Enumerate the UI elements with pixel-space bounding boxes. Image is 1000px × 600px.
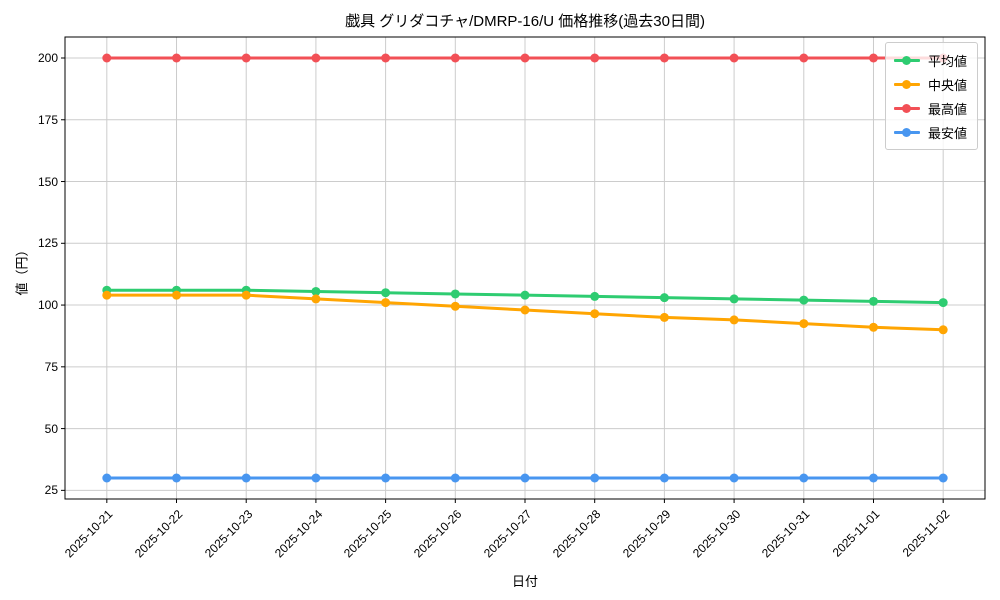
data-point — [729, 315, 739, 325]
legend-label: 最安値 — [927, 125, 967, 141]
data-point — [450, 473, 460, 483]
data-point — [241, 290, 251, 300]
y-axis-label: 値（円） — [14, 243, 30, 296]
data-point — [311, 294, 321, 304]
data-point — [868, 53, 878, 63]
data-point — [172, 473, 182, 483]
legend-item-median: 中央値 — [893, 72, 967, 96]
chart-title: 戯具 グリダコチャ/DMRP-16/U 価格推移(過去30日間) — [345, 13, 705, 30]
y-tick-label: 125 — [37, 236, 58, 251]
data-point — [659, 312, 669, 322]
data-point — [799, 473, 809, 483]
data-point — [520, 473, 530, 483]
line-marker-icon — [893, 79, 920, 89]
data-point — [868, 296, 878, 306]
data-point — [590, 473, 600, 483]
data-point — [172, 53, 182, 63]
y-tick-label: 50 — [44, 421, 58, 436]
data-point — [799, 295, 809, 305]
data-point — [172, 290, 182, 300]
line-marker-icon — [893, 103, 920, 113]
data-point — [799, 319, 809, 329]
data-point — [102, 290, 112, 300]
legend-item-max: 最高値 — [893, 96, 967, 120]
data-point — [381, 288, 391, 298]
legend: 平均値 中央値 最高値 最安値 — [884, 42, 978, 150]
data-point — [938, 325, 948, 335]
data-point — [729, 473, 739, 483]
x-axis-label: 日付 — [511, 574, 538, 589]
y-tick-label: 150 — [37, 174, 58, 189]
y-tick-label: 75 — [44, 359, 58, 374]
data-point — [450, 289, 460, 299]
data-point — [102, 473, 112, 483]
data-point — [450, 53, 460, 63]
y-tick-label: 25 — [44, 483, 58, 498]
data-point — [241, 473, 251, 483]
data-point — [659, 53, 669, 63]
data-point — [659, 473, 669, 483]
data-point — [868, 322, 878, 332]
data-point — [311, 53, 321, 63]
line-marker-icon — [893, 127, 920, 137]
data-point — [381, 298, 391, 308]
data-point — [729, 294, 739, 304]
data-point — [590, 309, 600, 319]
legend-label: 中央値 — [927, 77, 967, 93]
y-tick-label: 100 — [37, 298, 58, 313]
data-point — [799, 53, 809, 63]
data-point — [590, 291, 600, 301]
legend-item-min: 最安値 — [893, 120, 967, 144]
data-point — [311, 473, 321, 483]
data-point — [659, 293, 669, 303]
data-point — [450, 301, 460, 311]
data-point — [520, 305, 530, 315]
data-point — [381, 473, 391, 483]
data-point — [241, 53, 251, 63]
data-point — [729, 53, 739, 63]
data-point — [381, 53, 391, 63]
data-point — [102, 53, 112, 63]
data-point — [311, 286, 321, 296]
y-tick-label: 200 — [37, 51, 58, 65]
data-point — [868, 473, 878, 483]
line-marker-icon — [893, 55, 920, 65]
data-point — [938, 473, 948, 483]
legend-label: 平均値 — [927, 53, 967, 69]
data-point — [520, 290, 530, 300]
legend-item-average: 平均値 — [893, 48, 967, 72]
legend-label: 最高値 — [927, 101, 967, 117]
data-point — [590, 53, 600, 63]
data-point — [520, 53, 530, 63]
data-point — [938, 298, 948, 308]
y-tick-label: 175 — [37, 112, 58, 127]
